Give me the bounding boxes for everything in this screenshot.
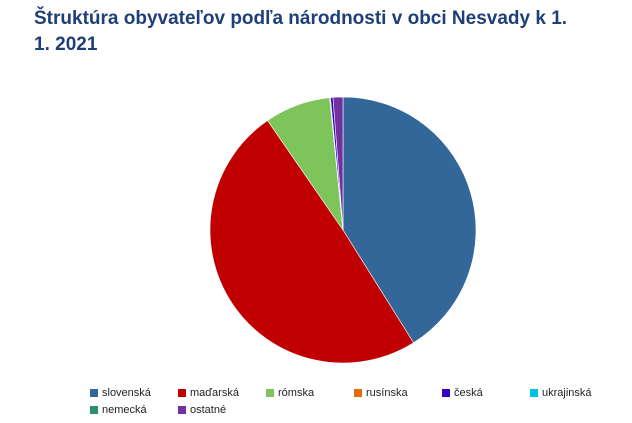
legend-label: rómska [278, 387, 315, 399]
legend-swatch [178, 406, 186, 414]
legend-label: maďarská [190, 387, 240, 399]
pie-slice [209, 120, 414, 364]
legend-swatch [90, 406, 98, 414]
legend-label: nemecká [102, 404, 148, 416]
pie-slice [342, 96, 477, 344]
legend-label: ostatné [190, 404, 226, 416]
legend-swatch [442, 389, 450, 397]
legend-label: rusínska [366, 387, 408, 399]
legend-swatch [178, 389, 186, 397]
legend-swatch [354, 389, 362, 397]
legend-swatch [90, 389, 98, 397]
legend-swatch [266, 389, 274, 397]
legend-label: česká [454, 387, 484, 399]
legend-label: slovenská [102, 387, 152, 399]
legend-swatch [530, 389, 538, 397]
legend-label: ukrajinská [542, 387, 592, 399]
pie-slice [332, 96, 344, 231]
chart-title: Štruktúra obyvateľov podľa národnosti v … [34, 8, 568, 55]
